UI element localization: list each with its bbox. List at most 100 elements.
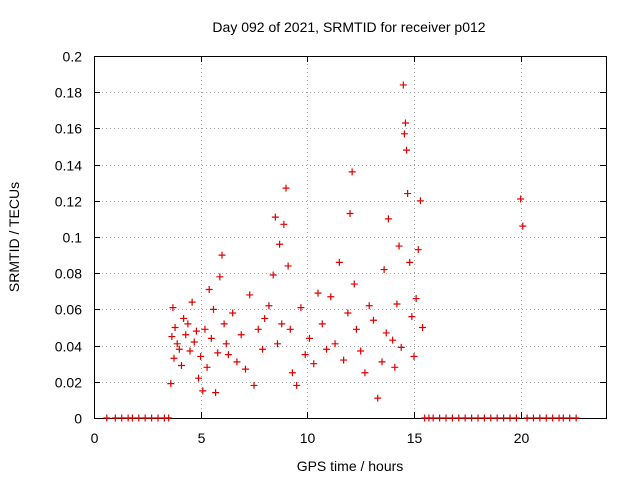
data-point — [378, 358, 386, 366]
data-point — [205, 285, 213, 293]
data-point — [273, 340, 281, 348]
data-point — [493, 414, 501, 422]
data-point — [412, 295, 420, 303]
data-point — [529, 414, 537, 422]
x-tick-label: 10 — [300, 430, 316, 446]
data-point — [269, 271, 277, 279]
data-point — [111, 414, 119, 422]
data-point — [559, 414, 567, 422]
x-tick-label: 20 — [514, 430, 530, 446]
data-point — [305, 334, 313, 342]
data-point — [118, 414, 126, 422]
data-point — [195, 374, 203, 382]
data-point — [346, 209, 354, 217]
data-point — [250, 381, 258, 389]
data-point — [369, 316, 377, 324]
data-point — [536, 414, 544, 422]
data-point — [220, 320, 228, 328]
y-tick-label: 0.12 — [55, 194, 82, 210]
data-point — [410, 352, 418, 360]
x-axis-label: GPS time / hours — [297, 458, 404, 474]
y-tick-label: 0.14 — [55, 158, 82, 174]
grid-lines — [94, 56, 606, 419]
data-point — [455, 414, 463, 422]
data-point — [278, 320, 286, 328]
data-point — [523, 414, 531, 422]
data-point — [474, 414, 482, 422]
data-point — [406, 258, 414, 266]
data-point — [542, 414, 550, 422]
x-tick-label: 15 — [407, 430, 423, 446]
data-point — [188, 298, 196, 306]
data-point — [216, 273, 224, 281]
data-point — [284, 262, 292, 270]
data-point — [154, 414, 162, 422]
data-point — [397, 343, 405, 351]
data-point — [201, 325, 209, 333]
data-point — [391, 363, 399, 371]
data-point — [340, 356, 348, 364]
data-point — [288, 369, 296, 377]
y-tick-label: 0.16 — [55, 121, 82, 137]
data-point — [224, 351, 232, 359]
data-point — [182, 331, 190, 339]
data-point — [173, 340, 181, 348]
data-point — [310, 360, 318, 368]
data-point — [212, 389, 220, 397]
data-point — [352, 325, 360, 333]
data-point — [442, 414, 450, 422]
y-tick-label: 0.2 — [63, 49, 83, 65]
y-tick-label: 0.06 — [55, 302, 82, 318]
data-point — [207, 334, 215, 342]
data-point — [500, 414, 508, 422]
data-point — [566, 414, 574, 422]
data-point — [323, 345, 331, 353]
data-point — [448, 414, 456, 422]
data-point — [393, 300, 401, 308]
data-point — [512, 414, 520, 422]
data-point — [165, 414, 173, 422]
data-point — [265, 302, 273, 310]
data-point — [506, 414, 514, 422]
data-point — [331, 340, 339, 348]
data-point — [399, 81, 407, 89]
data-point — [168, 333, 176, 341]
data-point — [233, 358, 241, 366]
data-point — [365, 302, 373, 310]
data-point — [572, 414, 580, 422]
data-points — [103, 81, 580, 422]
data-point — [261, 314, 269, 322]
data-point — [103, 414, 111, 422]
data-point — [254, 325, 262, 333]
data-point — [192, 327, 200, 335]
data-point — [389, 336, 397, 344]
data-point — [280, 220, 288, 228]
data-point — [374, 394, 382, 402]
data-point — [229, 309, 237, 317]
data-point — [335, 258, 343, 266]
data-point — [203, 363, 211, 371]
data-point — [241, 365, 249, 373]
data-point — [177, 362, 185, 370]
y-tick-label: 0.18 — [55, 85, 82, 101]
data-point — [416, 197, 424, 205]
data-point — [293, 381, 301, 389]
data-point — [175, 345, 183, 353]
data-point — [286, 325, 294, 333]
y-tick-label: 0.1 — [63, 230, 83, 246]
data-point — [395, 242, 403, 250]
data-point — [404, 190, 412, 198]
data-point — [436, 414, 444, 422]
axis-ticks: 0 0.02 0.04 0.06 0.08 0.1 0.12 0.14 0.16 0.18 0.2 0… — [55, 49, 606, 446]
data-point — [517, 195, 525, 203]
data-point — [222, 340, 230, 348]
y-tick-label: 0.02 — [55, 375, 82, 391]
data-point — [519, 222, 527, 230]
data-point — [237, 331, 245, 339]
data-point — [214, 349, 222, 357]
data-point — [419, 324, 427, 331]
data-point — [167, 380, 175, 388]
data-point — [271, 213, 279, 221]
data-point — [218, 251, 226, 259]
